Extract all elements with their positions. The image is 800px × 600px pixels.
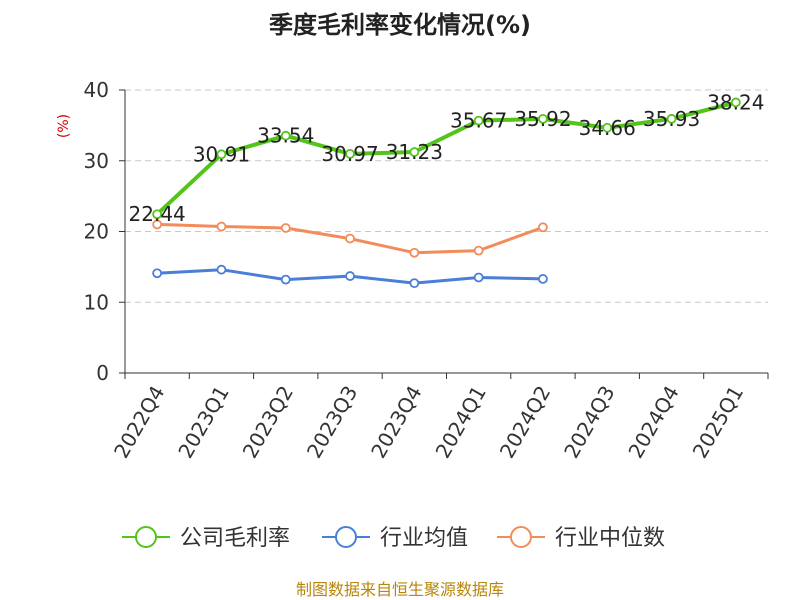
x-tick-label: 2024Q3 [559,382,619,463]
x-tick-label: 2023Q2 [238,382,298,463]
data-label: 38.24 [707,90,764,114]
legend-label: 公司毛利率 [180,526,290,551]
x-tick-label: 2022Q4 [109,382,169,463]
chart-title: 季度毛利率变化情况(%) [269,11,531,39]
legend-swatch-marker [136,527,156,547]
data-point [539,223,547,231]
y-tick-label: 10 [84,290,109,314]
data-point [282,276,290,284]
data-label: 35.93 [643,107,700,131]
source-note: 制图数据来自恒生聚源数据库 [296,580,504,599]
data-labels: 22.44 30.91 33.54 30.97 31.23 35.67 35.92 34.66… [129,90,765,226]
data-label: 35.67 [450,109,507,133]
y-tick-label: 20 [84,220,109,244]
legend-swatch-marker [336,527,356,547]
x-tick-label: 2023Q4 [366,382,426,463]
y-axis-label: (%) [56,114,72,138]
legend-swatch-marker [511,527,531,547]
data-label: 22.44 [129,202,186,226]
data-point [539,275,547,283]
data-point [475,273,483,281]
x-tick-label: 2024Q4 [623,382,683,463]
data-point [346,272,354,280]
x-tick-label: 2025Q1 [688,382,748,463]
y-tick-label: 40 [84,78,109,102]
data-point [217,223,225,231]
legend-label: 行业均值 [380,526,468,551]
data-point [410,249,418,257]
x-tick-label: 2024Q2 [495,382,555,463]
legend: 公司毛利率 行业均值 行业中位数 [122,526,665,551]
x-tick-label: 2023Q3 [302,382,362,463]
data-label: 30.97 [321,142,378,166]
data-label: 30.91 [193,142,250,166]
data-point [475,247,483,255]
x-tick-label: 2024Q1 [431,382,491,463]
data-label: 34.66 [579,116,636,140]
data-point [153,269,161,277]
data-point [410,279,418,287]
data-label: 35.92 [514,107,571,131]
x-tick-label: 2023Q1 [173,382,233,463]
y-tick-label: 0 [96,361,109,385]
data-label: 31.23 [386,140,443,164]
legend-label: 行业中位数 [555,526,665,551]
data-label: 33.54 [257,124,314,148]
y-tick-label: 30 [84,149,109,173]
data-point [282,224,290,232]
data-point [346,235,354,243]
data-point [217,266,225,274]
